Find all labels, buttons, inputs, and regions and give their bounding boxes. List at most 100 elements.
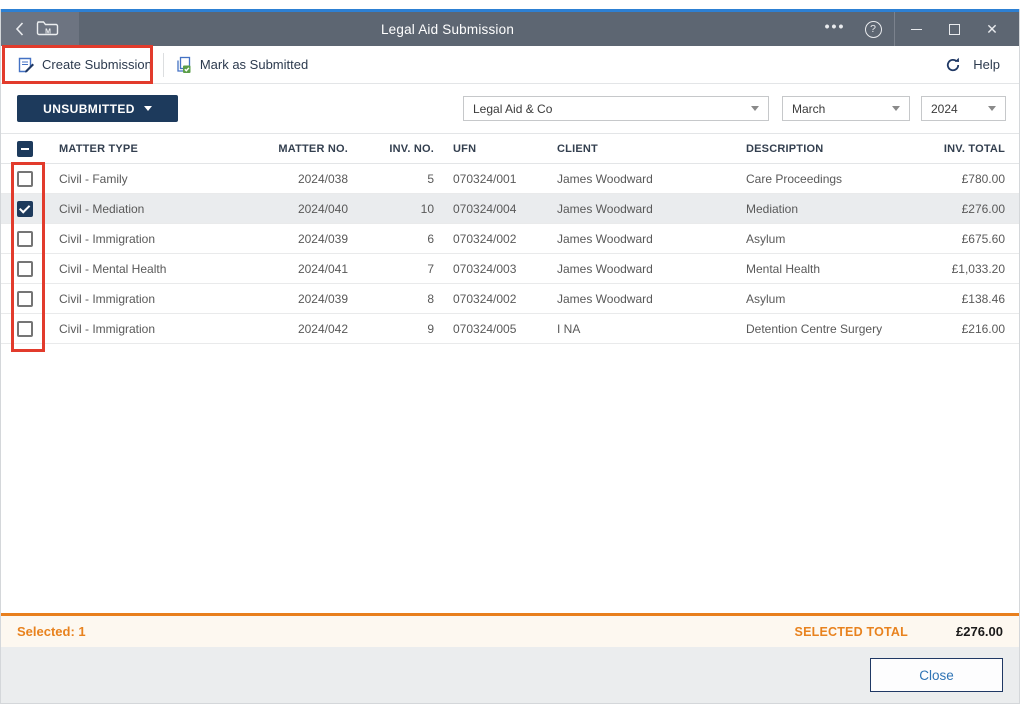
column-header-client[interactable]: CLIENT xyxy=(557,142,598,155)
firm-dropdown[interactable]: Legal Aid & Co xyxy=(463,96,769,121)
refresh-button[interactable] xyxy=(939,53,967,77)
mark-as-submitted-button[interactable]: Mark as Submitted xyxy=(169,52,314,78)
cell-ufn: 070324/005 xyxy=(453,321,517,336)
svg-text:M: M xyxy=(45,28,51,35)
select-all-cell xyxy=(1,140,49,157)
firm-dropdown-value: Legal Aid & Co xyxy=(473,101,553,116)
cell-client: James Woodward xyxy=(557,171,653,186)
window-controls: ••• ? ✕ xyxy=(816,12,1019,46)
maximize-icon xyxy=(948,23,960,35)
help-button[interactable]: Help xyxy=(967,53,1006,76)
year-dropdown[interactable]: 2024 xyxy=(921,96,1006,121)
table-row[interactable]: Civil - Mental Health 2024/041 7 070324/… xyxy=(1,254,1019,284)
cell-inv-no: 7 xyxy=(427,261,434,276)
year-dropdown-value: 2024 xyxy=(931,101,958,116)
column-header-matter-no[interactable]: MATTER NO. xyxy=(278,142,348,155)
row-checkbox-cell xyxy=(1,260,49,277)
cell-matter-no: 2024/041 xyxy=(297,261,348,276)
column-header-description[interactable]: DESCRIPTION xyxy=(746,142,824,155)
mark-as-submitted-icon xyxy=(177,56,191,73)
cell-inv-no: 9 xyxy=(427,321,434,336)
cell-client: James Woodward xyxy=(557,201,653,216)
window-top-accent xyxy=(1,9,1019,12)
cell-inv-total: £780.00 xyxy=(961,171,1005,186)
cell-description: Detention Centre Surgery xyxy=(746,321,883,336)
cell-description: Asylum xyxy=(746,291,786,306)
action-bar: Close xyxy=(1,647,1019,703)
status-filter-dropdown[interactable]: UNSUBMITTED xyxy=(17,95,178,122)
matters-folder-icon: M xyxy=(36,20,59,35)
cell-matter-type: Civil - Family xyxy=(59,171,128,186)
row-checkbox-cell xyxy=(1,200,49,217)
row-checkbox[interactable] xyxy=(17,320,33,337)
chevron-down-icon xyxy=(143,106,152,111)
legal-aid-submission-window: M Legal Aid Submission ••• ? ✕ xyxy=(0,9,1020,704)
chevron-left-icon xyxy=(15,22,24,36)
cell-matter-type: Civil - Immigration xyxy=(59,231,156,246)
cell-inv-total: £675.60 xyxy=(961,231,1005,246)
row-checkbox[interactable] xyxy=(17,170,33,187)
cell-inv-total: £216.00 xyxy=(961,321,1005,336)
row-checkbox-cell xyxy=(1,320,49,337)
close-window-button[interactable]: ✕ xyxy=(986,21,998,37)
table-row[interactable]: Civil - Mediation 2024/040 10 070324/004… xyxy=(1,194,1019,224)
cell-client: I NA xyxy=(557,321,581,336)
cell-client: James Woodward xyxy=(557,291,653,306)
select-all-checkbox[interactable] xyxy=(17,140,33,157)
column-header-inv-total[interactable]: INV. TOTAL xyxy=(943,142,1005,155)
back-button[interactable] xyxy=(15,22,24,36)
minimize-button[interactable] xyxy=(897,12,935,46)
chevron-down-icon xyxy=(751,106,759,111)
table-body: Civil - Family 2024/038 5 070324/001 Jam… xyxy=(1,164,1019,613)
row-checkbox[interactable] xyxy=(17,260,33,277)
window-title: Legal Aid Submission xyxy=(380,21,515,37)
titlebar: M Legal Aid Submission ••• ? ✕ xyxy=(1,12,1019,46)
matters-folder-button[interactable]: M xyxy=(36,20,60,39)
row-checkbox[interactable] xyxy=(17,230,33,247)
month-dropdown-value: March xyxy=(792,101,826,116)
selected-total-label: SELECTED TOTAL xyxy=(794,624,908,639)
month-dropdown[interactable]: March xyxy=(782,96,910,121)
selected-count: Selected: 1 xyxy=(17,624,86,639)
cell-matter-type: Civil - Mediation xyxy=(59,201,145,216)
cell-description: Mediation xyxy=(746,201,799,216)
row-checkbox[interactable] xyxy=(17,290,33,307)
filter-bar: UNSUBMITTED Legal Aid & Co March 2024 xyxy=(1,84,1019,133)
cell-inv-no: 8 xyxy=(427,291,434,306)
cell-inv-no: 6 xyxy=(427,231,434,246)
titlebar-divider xyxy=(894,12,895,46)
toolbar: Create Submission Mark as Submitted xyxy=(1,46,1019,84)
toolbar-separator xyxy=(162,52,164,77)
cell-inv-total: £1,033.20 xyxy=(951,261,1005,276)
cell-matter-type: Civil - Mental Health xyxy=(59,261,167,276)
cell-description: Mental Health xyxy=(746,261,821,276)
invoices-table: MATTER TYPE MATTER NO. INV. NO. UFN CLIE… xyxy=(1,133,1019,613)
cell-matter-no: 2024/042 xyxy=(297,321,348,336)
more-options-button[interactable]: ••• xyxy=(824,18,846,34)
cell-matter-type: Civil - Immigration xyxy=(59,321,156,336)
maximize-button[interactable] xyxy=(935,12,973,46)
help-label: Help xyxy=(973,57,1000,72)
cell-ufn: 070324/003 xyxy=(453,261,517,276)
column-header-matter-type[interactable]: MATTER TYPE xyxy=(59,142,138,155)
column-header-inv-no[interactable]: INV. NO. xyxy=(389,142,434,155)
table-row[interactable]: Civil - Family 2024/038 5 070324/001 Jam… xyxy=(1,164,1019,194)
close-button[interactable]: Close xyxy=(870,658,1003,692)
cell-ufn: 070324/002 xyxy=(453,231,517,246)
cell-inv-no: 10 xyxy=(420,201,434,216)
cell-client: James Woodward xyxy=(557,261,653,276)
column-header-ufn[interactable]: UFN xyxy=(453,142,477,155)
cell-matter-type: Civil - Immigration xyxy=(59,291,156,306)
row-checkbox[interactable] xyxy=(17,200,33,217)
chevron-down-icon xyxy=(988,106,996,111)
cell-ufn: 070324/001 xyxy=(453,171,517,186)
summary-bar: Selected: 1 SELECTED TOTAL £276.00 xyxy=(1,613,1019,647)
table-row[interactable]: Civil - Immigration 2024/039 8 070324/00… xyxy=(1,284,1019,314)
table-row[interactable]: Civil - Immigration 2024/039 6 070324/00… xyxy=(1,224,1019,254)
create-submission-button[interactable]: Create Submission xyxy=(11,52,158,78)
help-circle-button[interactable]: ? xyxy=(854,12,892,46)
cell-matter-no: 2024/038 xyxy=(297,171,348,186)
create-submission-icon xyxy=(18,57,34,72)
table-row[interactable]: Civil - Immigration 2024/042 9 070324/00… xyxy=(1,314,1019,344)
